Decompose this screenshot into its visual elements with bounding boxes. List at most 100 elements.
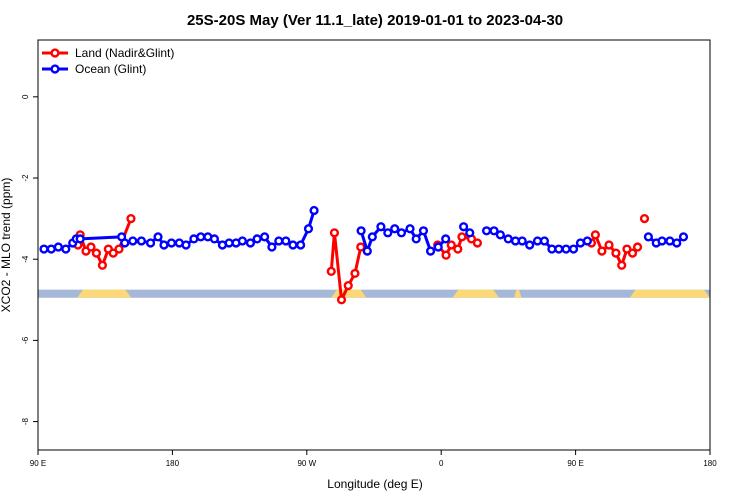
ocean-data-point xyxy=(561,244,571,254)
legend-land-label: Land (Nadir&Glint) xyxy=(75,46,174,60)
ocean-data-point xyxy=(459,222,469,232)
ocean-data-point xyxy=(405,224,415,234)
land-mask-segment xyxy=(629,289,710,298)
ocean-data-point xyxy=(303,224,314,234)
ocean-data-point xyxy=(672,238,682,248)
land-data-point xyxy=(126,214,136,224)
ocean-data-point xyxy=(181,240,191,250)
ocean-data-point xyxy=(489,226,499,236)
ocean-data-point xyxy=(39,244,49,254)
ocean-data-point xyxy=(136,236,147,246)
ocean-data-point xyxy=(252,234,262,244)
y-tick-label: -6 xyxy=(21,336,30,344)
land-mask-segment xyxy=(331,289,367,298)
ocean-data-point xyxy=(274,236,284,246)
ocean-data-point xyxy=(418,226,429,236)
ocean-data-point xyxy=(495,230,505,240)
x-axis-label: Longitude (deg E) xyxy=(327,477,422,491)
ocean-data-point xyxy=(267,242,277,252)
plot-area: 0 -2 -4 -6 -8 90 E 180 90 W 0 90 E 180 xyxy=(21,39,717,468)
land-data-point xyxy=(336,295,347,305)
land-data-point xyxy=(441,250,451,260)
ocean-data-point xyxy=(196,232,206,242)
ocean-data-point xyxy=(568,244,579,254)
legend-ocean-marker xyxy=(50,64,60,74)
ocean-data-point xyxy=(678,232,689,242)
ocean-data-point xyxy=(657,236,667,246)
ocean-data-point xyxy=(525,240,535,250)
x-tick-label: 0 xyxy=(439,459,444,468)
sea-mask-band xyxy=(38,289,710,298)
chart-title: 25S-20S May (Ver 11.1_late) 2019-01-01 t… xyxy=(187,12,563,29)
x-tick-label: 90 E xyxy=(567,459,583,468)
y-tick-label: -2 xyxy=(21,174,30,182)
ocean-data-point xyxy=(296,240,306,250)
y-tick-label: 0 xyxy=(21,94,30,99)
ocean-data-point xyxy=(390,224,400,234)
ocean-data-point xyxy=(376,222,386,232)
land-data-point xyxy=(627,248,638,258)
x-tick-label: 90 E xyxy=(30,459,46,468)
ocean-data-point xyxy=(53,242,63,252)
land-data-point xyxy=(611,248,621,258)
ocean-data-point xyxy=(517,236,527,246)
ocean-data-point xyxy=(153,232,163,242)
land-data-point xyxy=(329,228,340,238)
ocean-data-point xyxy=(481,226,492,236)
ocean-data-point xyxy=(539,236,550,246)
ocean-data-point xyxy=(367,232,377,242)
legend-land-marker xyxy=(50,48,60,58)
ocean-data-point xyxy=(582,236,592,246)
x-tick-label: 90 W xyxy=(297,459,316,468)
ocean-data-point xyxy=(61,244,71,254)
ocean-data-point xyxy=(356,226,366,236)
land-data-point xyxy=(350,268,360,279)
land-data-point xyxy=(632,242,643,252)
ocean-data-point xyxy=(159,240,169,250)
land-data-point xyxy=(639,214,650,224)
x-tick-label: 180 xyxy=(166,459,180,468)
land-data-point xyxy=(91,248,102,258)
ocean-data-point xyxy=(465,228,475,238)
ocean-data-point xyxy=(396,228,407,238)
x-tick-label: 180 xyxy=(703,459,717,468)
land-data-point xyxy=(472,238,483,248)
ocean-data-point xyxy=(46,244,56,254)
ocean-data-point xyxy=(411,234,421,244)
legend-ocean-label: Ocean (Glint) xyxy=(75,62,146,76)
plot-frame xyxy=(37,39,711,451)
land-data-point xyxy=(108,248,118,258)
legend: Land (Nadir&Glint) Ocean (Glint) xyxy=(42,46,174,76)
land-data-point xyxy=(356,242,366,252)
land-data-point xyxy=(457,232,467,242)
y-tick-label: -4 xyxy=(21,255,30,263)
land-data-point xyxy=(343,280,353,291)
ocean-data-point xyxy=(503,234,513,244)
land-data-point xyxy=(114,244,124,254)
ocean-data-point xyxy=(120,238,130,248)
ocean-data-point xyxy=(643,232,654,242)
land-data-point xyxy=(446,240,456,250)
ocean-data-point xyxy=(237,236,248,246)
land-data-point xyxy=(597,246,607,256)
ocean-data-point xyxy=(309,205,319,216)
ocean-data-point xyxy=(554,244,564,254)
ocean-data-point xyxy=(75,234,85,244)
ocean-data-point xyxy=(433,242,443,252)
y-axis-label: XCO2 - MLO trend (ppm) xyxy=(0,178,13,313)
land-data-point xyxy=(590,230,600,240)
ocean-data-point xyxy=(166,238,177,248)
land-mask-segment xyxy=(77,289,132,298)
y-tick-label: -8 xyxy=(21,417,30,425)
land-data-point xyxy=(453,244,463,254)
ocean-data-point xyxy=(383,228,393,238)
ocean-data-point xyxy=(425,246,436,256)
ocean-data-point xyxy=(362,246,372,256)
land-data-point xyxy=(97,260,108,270)
land-mask-segment xyxy=(452,289,500,298)
ocean-data-point xyxy=(441,234,451,244)
ocean-data-point xyxy=(245,238,256,248)
land-mask-segment xyxy=(514,289,522,298)
land-data-point xyxy=(617,260,627,270)
